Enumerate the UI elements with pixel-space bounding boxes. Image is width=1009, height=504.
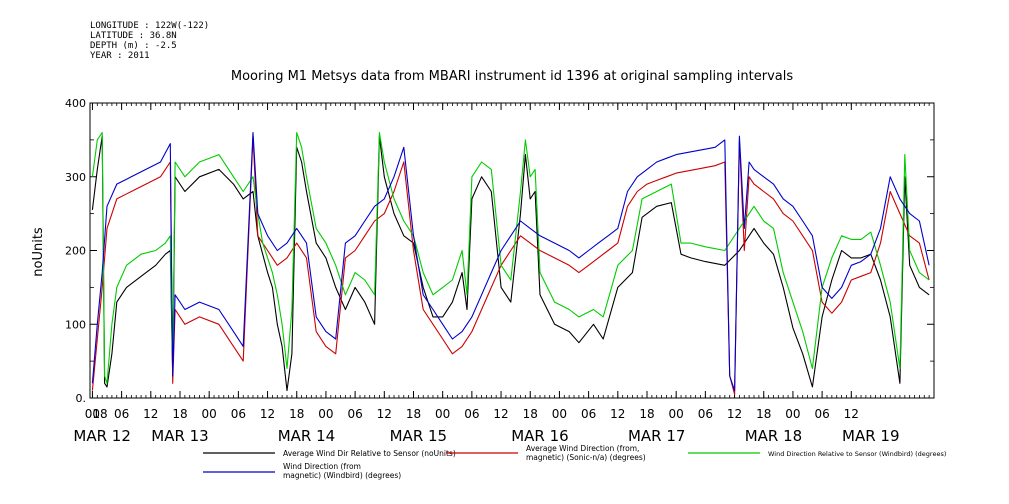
x-hour-label: 00 <box>85 407 100 421</box>
x-day-label: MAR 17 <box>628 427 685 445</box>
legend-label-1: magnetic) (Sonic-n/a) (degrees) <box>526 453 646 462</box>
x-hour-label: 18 <box>523 407 538 421</box>
meta-latitude: LATITUDE : 36.8N <box>90 31 177 41</box>
x-hour-label: 18 <box>92 407 107 421</box>
x-day-label: MAR 15 <box>390 427 447 445</box>
meta-longitude: LONGITUDE : 122W(-122) <box>90 21 209 31</box>
y-tick-label: 100 <box>65 318 86 331</box>
y-axis-label: noUnits <box>31 227 46 277</box>
legend-label-0: Average Wind Dir Relative to Sensor (noU… <box>283 449 456 458</box>
x-hour-label: 00 <box>435 407 450 421</box>
header-meta: LONGITUDE : 122W(-122) LATITUDE : 36.8N … <box>90 21 209 61</box>
x-hour-label: 18 <box>289 407 304 421</box>
y-tick-label: 400 <box>65 97 86 110</box>
x-hour-label: 00 <box>202 407 217 421</box>
x-hour-label: 06 <box>464 407 479 421</box>
y-ticks: 0. 100 200 300 400 <box>65 97 934 405</box>
x-hour-label: 06 <box>698 407 713 421</box>
x-hour-label: 18 <box>639 407 654 421</box>
legend-label-3: Wind Direction (from <box>283 462 361 471</box>
y-tick-label: 0. <box>76 392 87 405</box>
x-day-label: MAR 19 <box>842 427 899 445</box>
x-hour-label: 12 <box>610 407 625 421</box>
plot-border <box>89 102 935 399</box>
x-hour-label: 06 <box>114 407 129 421</box>
x-hour-label: 12 <box>727 407 742 421</box>
y-axis-label-group: noUnits <box>31 227 46 277</box>
x-hour-label: 06 <box>814 407 829 421</box>
series-line-3 <box>91 131 930 392</box>
x-hour-label: 06 <box>231 407 246 421</box>
x-hour-label: 06 <box>347 407 362 421</box>
x-hour-label: 12 <box>260 407 275 421</box>
legend-label-2: Wind Direction Relative to Sensor (Windb… <box>768 450 946 458</box>
y-tick-label: 300 <box>65 171 86 184</box>
y-tick-label: 200 <box>65 245 86 258</box>
meta-depth: DEPTH (m) : -2.5 <box>90 41 177 51</box>
meta-year: YEAR : 2011 <box>90 51 150 61</box>
x-day-label: MAR 12 <box>73 427 130 445</box>
x-hour-label: 06 <box>581 407 596 421</box>
x-hour-label: 18 <box>172 407 187 421</box>
x-hour-label: 00 <box>669 407 684 421</box>
x-hour-label: 00 <box>785 407 800 421</box>
x-day-label: MAR 18 <box>745 427 802 445</box>
legend-label-1: Average Wind Direction (from, <box>526 444 639 453</box>
x-hour-label: 12 <box>493 407 508 421</box>
x-hour-label: 00 <box>552 407 567 421</box>
x-hour-label: 18 <box>756 407 771 421</box>
legend: Average Wind Dir Relative to Sensor (noU… <box>203 444 946 480</box>
plot-frame <box>89 102 935 399</box>
x-hour-label: 12 <box>377 407 392 421</box>
x-hour-label: 12 <box>844 407 859 421</box>
x-day-label: MAR 13 <box>151 427 208 445</box>
x-hour-label: 18 <box>406 407 421 421</box>
legend-label-3: magnetic) (Windbird) (degrees) <box>283 471 401 480</box>
x-day-label: MAR 16 <box>511 427 568 445</box>
x-hour-label: 12 <box>143 407 158 421</box>
x-day-label: MAR 14 <box>278 427 335 445</box>
chart-title: Mooring M1 Metsys data from MBARI instru… <box>231 69 793 84</box>
x-hour-label: 00 <box>318 407 333 421</box>
series-line-2 <box>91 131 930 384</box>
series-group <box>91 131 930 395</box>
series-line-0 <box>91 135 930 392</box>
series-line-1 <box>91 135 930 395</box>
